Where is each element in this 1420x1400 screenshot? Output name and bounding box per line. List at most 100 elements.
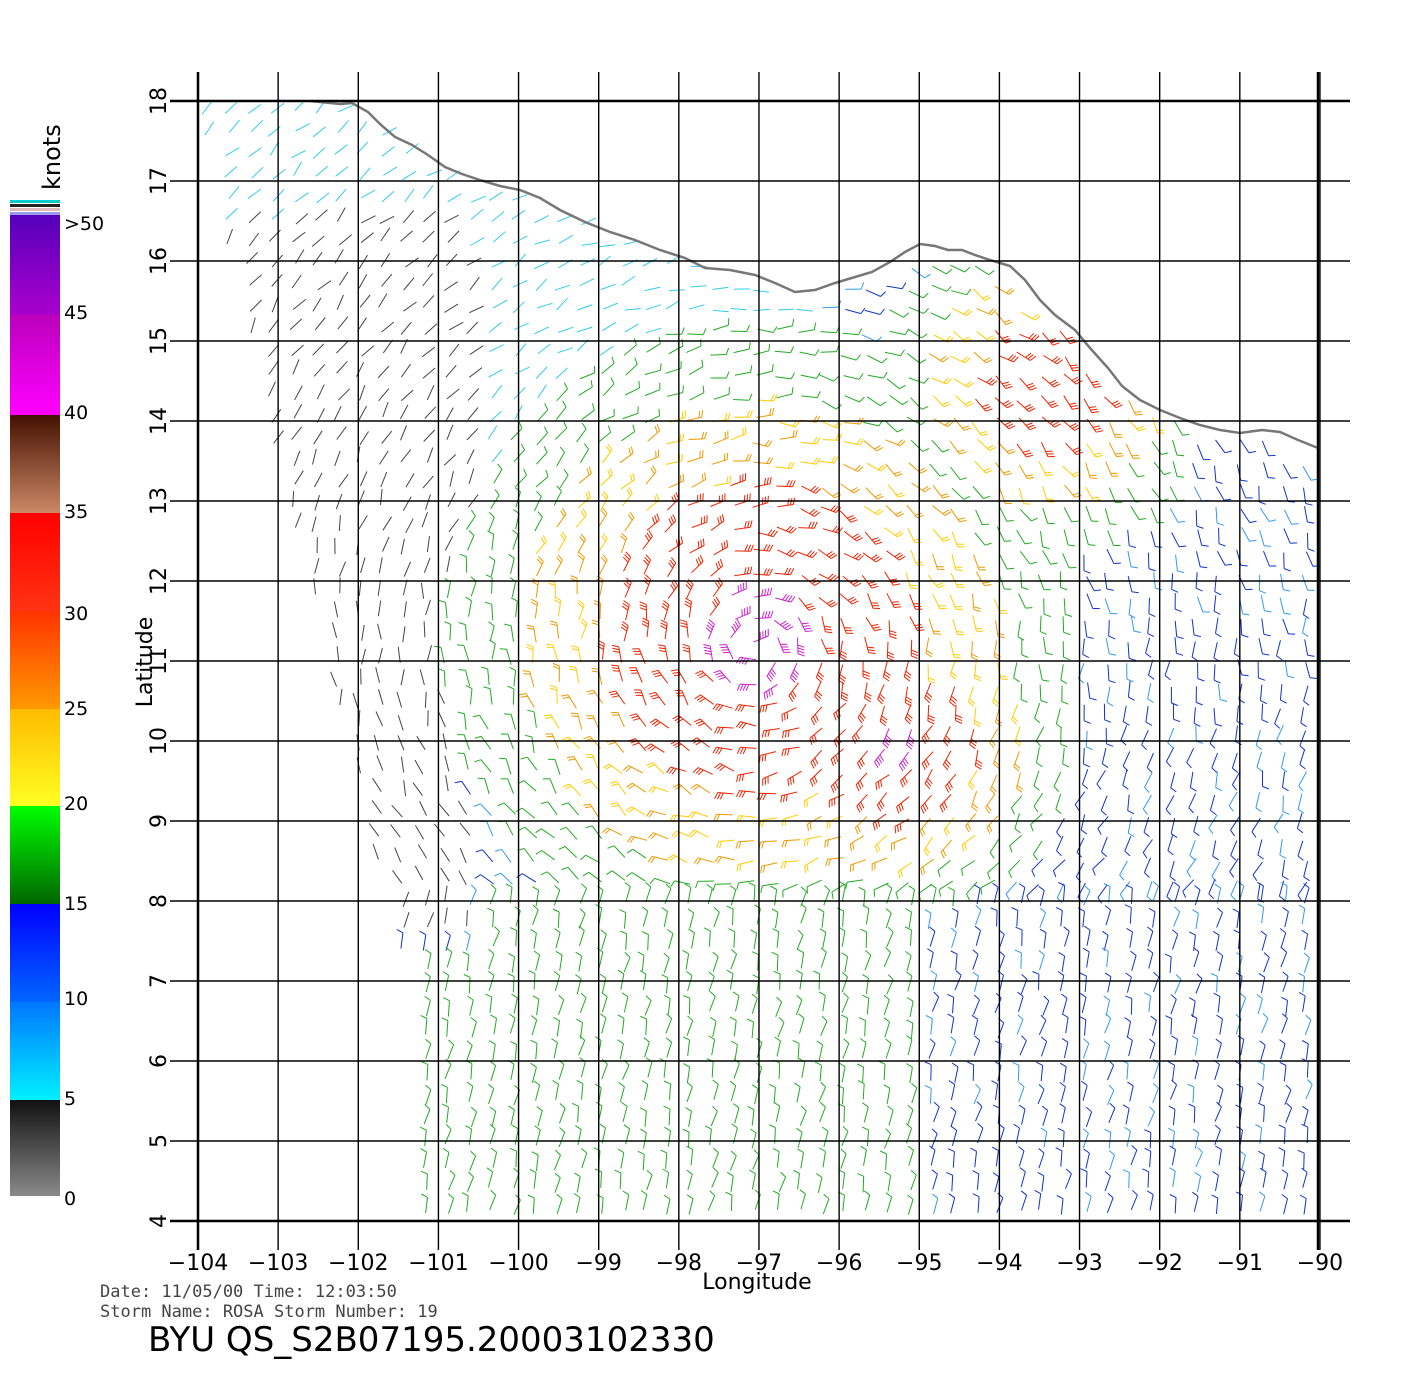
wind-barb [1053, 859, 1066, 871]
wind-barb [361, 648, 366, 665]
wind-barb-flag [1002, 400, 1010, 405]
wind-barb [800, 952, 805, 969]
wind-barb-flag [1191, 656, 1199, 662]
wind-barb [466, 1195, 469, 1212]
wind-barb-flag [717, 517, 720, 525]
wind-barb [621, 431, 635, 442]
wind-barb-flag [770, 529, 776, 537]
wind-barb-flag [1278, 1124, 1286, 1129]
wind-barb [795, 999, 803, 1016]
wind-barb [424, 406, 437, 419]
wind-barb-flag [534, 1125, 541, 1131]
wind-barb-flag [927, 777, 933, 784]
wind-barb [480, 874, 494, 885]
wind-barb [445, 602, 448, 619]
wind-barb-flag [1177, 521, 1185, 523]
wind-barb [1193, 951, 1200, 968]
wind-barb-flag [782, 622, 789, 627]
wind-barb-flag [1023, 503, 1031, 505]
wind-barb-flag [883, 676, 890, 682]
wind-barb [734, 1107, 740, 1124]
wind-barb-flag [763, 568, 768, 576]
wind-barb-flag [814, 757, 819, 765]
wind-barb [444, 1063, 452, 1080]
wind-barb [818, 1086, 827, 1102]
wind-barb [600, 283, 616, 290]
wind-barb-flag [1061, 701, 1069, 705]
wind-barb-flag [586, 689, 594, 693]
wind-barb-flag [951, 1062, 959, 1068]
wind-barb-flag [434, 645, 442, 648]
wind-barb [1214, 575, 1217, 592]
lat-tick-label: 15 [147, 327, 172, 355]
wind-barb [806, 879, 822, 888]
wind-barb-flag [692, 767, 699, 773]
wind-barb-flag [668, 562, 674, 569]
wind-barb-flag [588, 466, 592, 474]
wind-barb-flag [1193, 831, 1200, 837]
wind-barb-flag [926, 650, 933, 655]
wind-barb-flag [661, 605, 668, 611]
wind-barb [1196, 1176, 1202, 1192]
wind-barb [976, 1173, 980, 1190]
wind-barb-flag [1002, 381, 1010, 385]
wind-barb [466, 257, 482, 266]
wind-barb-flag [747, 544, 752, 552]
wind-barb-flag [1215, 723, 1223, 727]
wind-barb-flag [712, 951, 719, 957]
wind-barb [556, 1020, 560, 1037]
wind-barb [929, 1088, 932, 1105]
wind-barb-flag [1170, 833, 1178, 839]
wind-barb [312, 343, 325, 356]
wind-barb-flag [944, 314, 951, 320]
wind-barb-flag [701, 432, 705, 439]
wind-barb-flag [701, 359, 704, 367]
wind-barb-flag [1000, 675, 1008, 678]
wind-barb-flag [1211, 875, 1217, 883]
wind-barb-flag [798, 1013, 805, 1019]
wind-barb-flag [771, 364, 774, 372]
wind-barb-flag [735, 656, 741, 664]
wind-barb [600, 1171, 602, 1188]
wind-barb-flag [738, 774, 742, 782]
wind-barb-flag [841, 972, 848, 978]
wind-barb-flag [1127, 810, 1135, 815]
wind-barb [645, 1018, 648, 1036]
wind-barb-flag [609, 802, 618, 805]
wind-barb [951, 487, 964, 500]
wind-barb-flag [841, 694, 849, 699]
wind-barb-flag [875, 782, 878, 790]
lat-tick-label: 5 [147, 1134, 172, 1148]
wind-barb-flag [646, 762, 654, 766]
wind-barb-flag [879, 308, 885, 315]
wind-barb [311, 235, 325, 247]
wind-barb [686, 1067, 691, 1083]
wind-barb-flag [670, 516, 675, 524]
wind-barb-flag [556, 1193, 563, 1200]
wind-barb [1174, 886, 1181, 903]
wind-barb-flag [873, 539, 881, 543]
wind-barb [645, 304, 662, 311]
wind-barb-flag [1052, 342, 1060, 346]
wind-barb [470, 208, 484, 220]
wind-barb [313, 364, 326, 377]
wind-barb-flag [1175, 974, 1182, 980]
wind-barb [1125, 1108, 1130, 1125]
wind-barb-flag [488, 1040, 496, 1045]
wind-barb [844, 956, 849, 973]
wind-barb-flag [669, 559, 675, 566]
wind-barb [622, 1064, 630, 1080]
wind-barb-flag [607, 425, 612, 433]
wind-barb-flag [724, 412, 728, 421]
wind-barb [466, 1045, 473, 1061]
wind-barb [1282, 486, 1289, 502]
wind-barb [993, 887, 999, 903]
lat-tick-label: 17 [147, 167, 172, 195]
y-axis-title: Latitude [133, 617, 158, 708]
wind-barb-flag [1018, 1104, 1026, 1110]
wind-barb-flag [860, 307, 866, 314]
wind-barb-flag [782, 819, 784, 827]
wind-barb-flag [896, 554, 904, 559]
wind-barb-flag [1262, 653, 1270, 656]
wind-barb [1261, 703, 1264, 720]
